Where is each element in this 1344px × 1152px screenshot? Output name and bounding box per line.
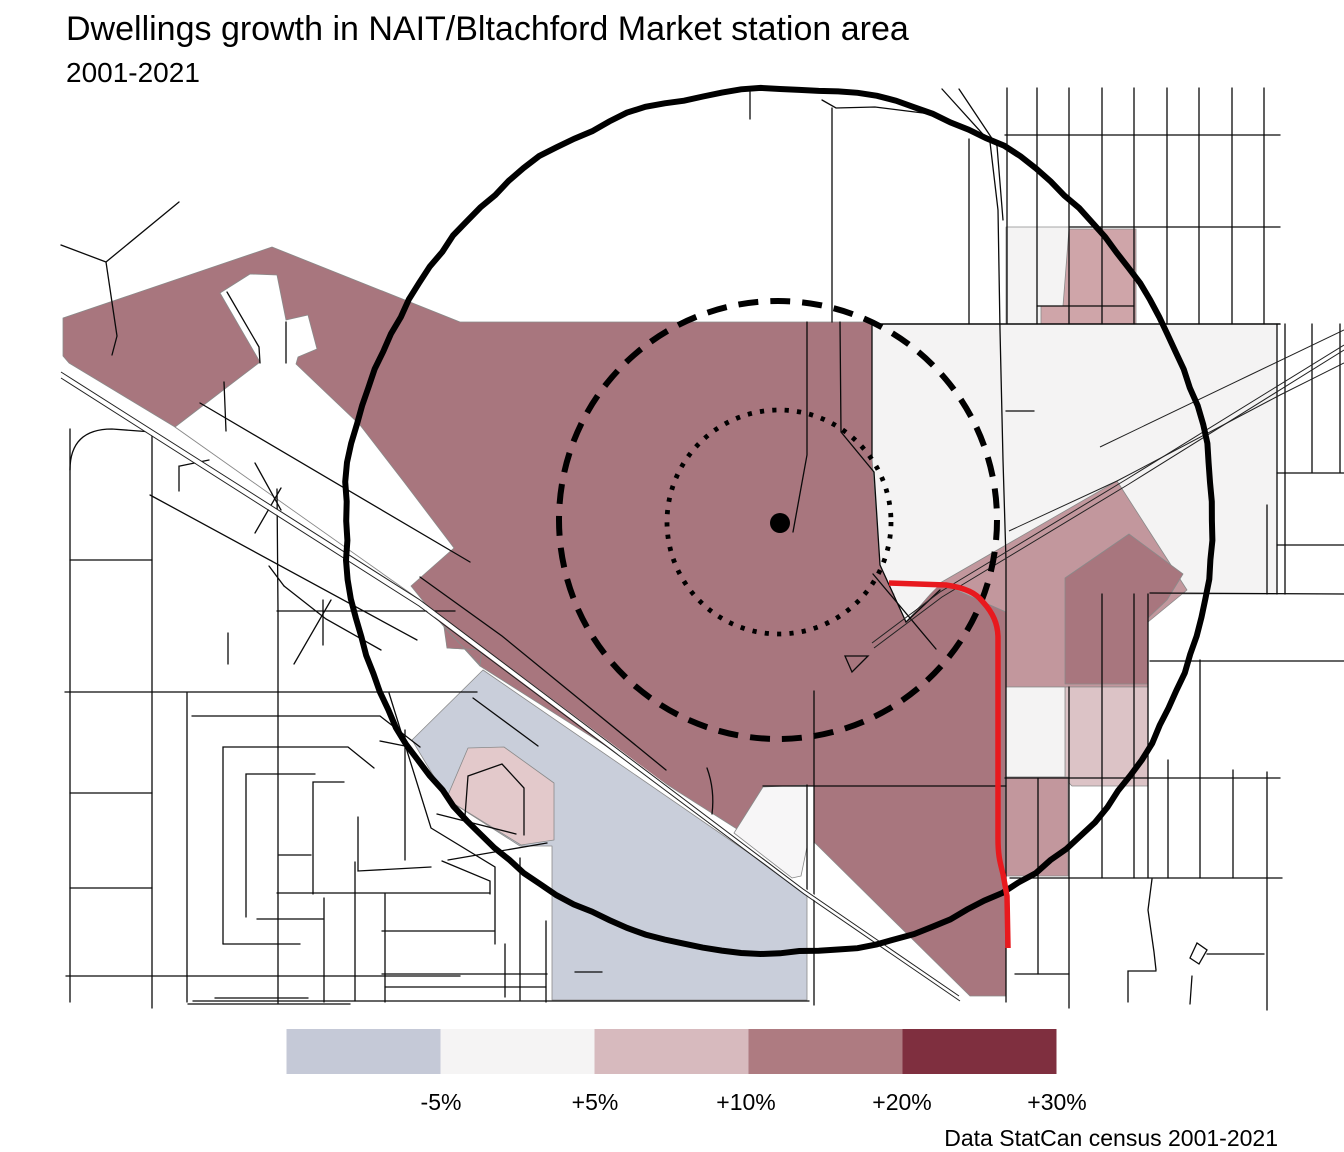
svg-text:+10%: +10%: [716, 1089, 775, 1115]
svg-text:Data StatCan census 2001-2021: Data StatCan census 2001-2021: [944, 1125, 1278, 1151]
svg-text:+30%: +30%: [1027, 1089, 1086, 1115]
svg-text:+5%: +5%: [572, 1089, 619, 1115]
svg-text:+20%: +20%: [872, 1089, 931, 1115]
svg-text:-5%: -5%: [421, 1089, 462, 1115]
svg-text:Dwellings growth in NAIT/Bltac: Dwellings growth in NAIT/Bltachford Mark…: [66, 10, 909, 48]
svg-text:2001-2021: 2001-2021: [66, 57, 200, 88]
